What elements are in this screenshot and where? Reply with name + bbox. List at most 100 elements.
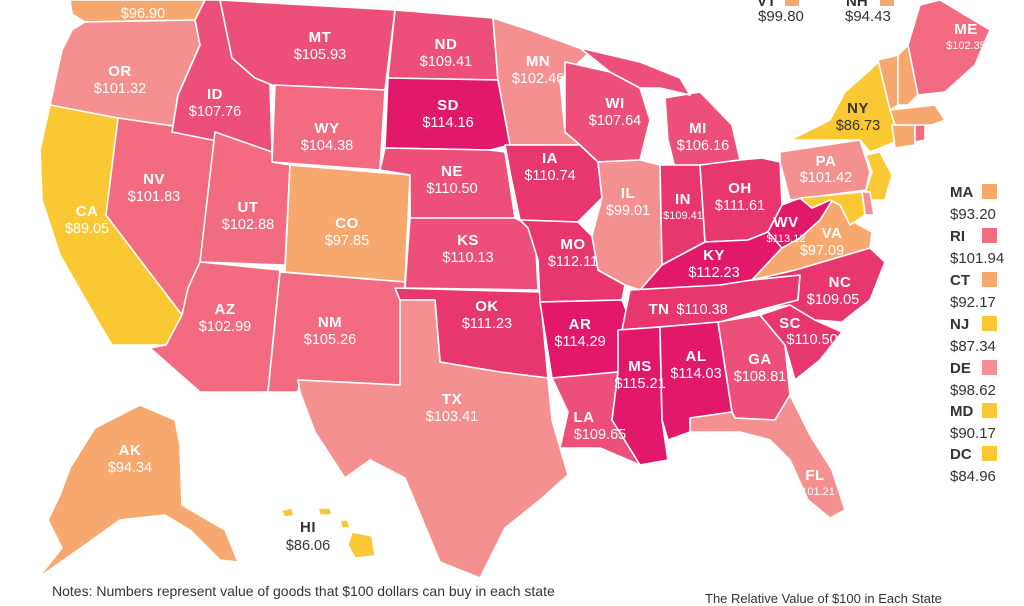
state-abbr: AZ bbox=[215, 301, 236, 318]
legend-value: $87.34 bbox=[950, 338, 996, 355]
state-value: $105.93 bbox=[294, 47, 346, 63]
state-abbr: IL bbox=[621, 185, 635, 202]
state-value: $114.29 bbox=[554, 334, 605, 350]
state-ma bbox=[889, 104, 946, 126]
state-abbr: VA bbox=[822, 225, 843, 242]
legend-item-ma: MA $93.20 bbox=[950, 184, 997, 223]
label-ak: AK $94.34 bbox=[108, 442, 152, 476]
legend-swatch bbox=[982, 184, 997, 199]
legend-swatch bbox=[982, 360, 997, 375]
label-ar: AR $114.29 bbox=[554, 316, 605, 350]
legend-swatch bbox=[982, 446, 997, 461]
state-abbr: SD bbox=[437, 97, 459, 114]
legend-item-ri: RI $101.94 bbox=[950, 228, 1004, 267]
legend-swatch bbox=[982, 403, 997, 418]
state-value: $101.21 bbox=[795, 486, 835, 498]
label-ga: GA $108.81 bbox=[734, 351, 786, 385]
state-value: $89.05 bbox=[65, 221, 109, 237]
state-hi bbox=[281, 507, 376, 559]
state-value: $86.73 bbox=[836, 118, 880, 134]
state-abbr: GA bbox=[748, 351, 772, 368]
state-value: $94.34 bbox=[108, 460, 152, 476]
legend-item-md: MD $90.17 bbox=[950, 403, 997, 442]
legend-value: $93.20 bbox=[950, 206, 996, 223]
legend-value: $90.17 bbox=[950, 425, 996, 442]
legend-swatch bbox=[982, 228, 997, 243]
label-va: VA $97.09 bbox=[800, 225, 844, 259]
state-abbr: NV bbox=[143, 171, 165, 188]
legend-value: $92.17 bbox=[950, 294, 996, 311]
label-wv: WV $113.12 bbox=[767, 214, 806, 245]
state-abbr: TX bbox=[442, 391, 462, 408]
state-value: $115.21 bbox=[614, 376, 665, 392]
state-abbr: ID bbox=[207, 86, 223, 103]
state-abbr: AR bbox=[569, 316, 592, 333]
state-abbr: NC bbox=[829, 274, 852, 291]
label-ks: KS $110.13 bbox=[442, 232, 493, 266]
state-abbr: LA bbox=[574, 409, 595, 426]
label-ny: NY $86.73 bbox=[836, 100, 880, 134]
state-ak bbox=[37, 404, 239, 579]
label-fl: FL $101.21 bbox=[795, 467, 835, 498]
label-nm: NM $105.26 bbox=[304, 314, 356, 348]
state-value: $110.38 bbox=[676, 302, 727, 318]
state-abbr: HI bbox=[300, 519, 316, 536]
label-nc: NC $109.05 bbox=[807, 274, 859, 308]
label-ca: CA $89.05 bbox=[65, 203, 109, 237]
state-value: $101.42 bbox=[800, 170, 852, 186]
state-abbr: IN bbox=[675, 191, 691, 208]
state-value: $101.32 bbox=[94, 81, 146, 97]
state-abbr: ND bbox=[435, 36, 458, 53]
map-subtitle: The Relative Value of $100 in Each State bbox=[705, 591, 942, 606]
label-sc: SC $110.50 bbox=[779, 315, 838, 348]
state-abbr: WI bbox=[605, 95, 624, 112]
state-value: $109.05 bbox=[807, 292, 859, 308]
label-or: OR $101.32 bbox=[94, 63, 146, 97]
legend-swatch bbox=[982, 272, 997, 287]
state-value: $110.13 bbox=[442, 250, 493, 266]
state-value: $102.88 bbox=[222, 217, 274, 233]
label-hi: HI $86.06 bbox=[286, 519, 330, 554]
label-wa: $96.90 bbox=[121, 6, 165, 22]
state-ri bbox=[914, 124, 926, 143]
state-value: $112.11 bbox=[548, 254, 598, 270]
state-abbr: NE bbox=[441, 163, 463, 180]
label-az: AZ $102.99 bbox=[199, 301, 251, 335]
state-abbr: MT bbox=[309, 29, 332, 46]
state-fl bbox=[689, 394, 846, 519]
state-value: $111.61 bbox=[715, 198, 765, 214]
state-abbr: NM bbox=[318, 314, 342, 331]
state-value: $113.12 bbox=[767, 233, 806, 245]
state-sd bbox=[384, 77, 511, 151]
state-abbr: CO bbox=[335, 215, 359, 232]
label-la: LA $109.65 bbox=[574, 409, 627, 443]
label-mo: MO $112.11 bbox=[548, 236, 598, 270]
state-md bbox=[799, 191, 866, 226]
legend-swatch bbox=[785, 0, 799, 6]
legend-abbr: MA bbox=[950, 184, 973, 201]
state-il bbox=[591, 159, 663, 291]
state-value: $110.50 bbox=[786, 332, 837, 348]
state-value: $105.26 bbox=[304, 332, 356, 348]
label-il: IL $99.01 bbox=[606, 185, 650, 219]
state-ks bbox=[404, 217, 539, 291]
label-tn: TN $110.38 bbox=[649, 301, 728, 318]
state-abbr: SC bbox=[779, 315, 801, 332]
state-abbr: MI bbox=[689, 120, 707, 137]
state-abbr: PA bbox=[816, 153, 837, 170]
label-sd: SD $114.16 bbox=[422, 97, 473, 131]
label-nh: NH $94.43 bbox=[845, 0, 894, 25]
legend-abbr: CT bbox=[950, 272, 970, 289]
state-value: $109.41 bbox=[663, 210, 703, 222]
state-abbr: MN bbox=[526, 53, 550, 70]
label-tx: TX $103.41 bbox=[426, 391, 478, 425]
label-wy: WY $104.38 bbox=[301, 120, 353, 154]
state-value: $109.41 bbox=[420, 54, 472, 70]
state-value: $114.16 bbox=[422, 115, 473, 131]
legend-abbr: NJ bbox=[950, 316, 969, 333]
state-abbr: AK bbox=[119, 442, 142, 459]
label-co: CO $97.85 bbox=[325, 215, 369, 249]
legend-abbr: DC bbox=[950, 446, 972, 463]
legend-abbr: DE bbox=[950, 360, 971, 377]
state-me bbox=[907, 0, 991, 96]
